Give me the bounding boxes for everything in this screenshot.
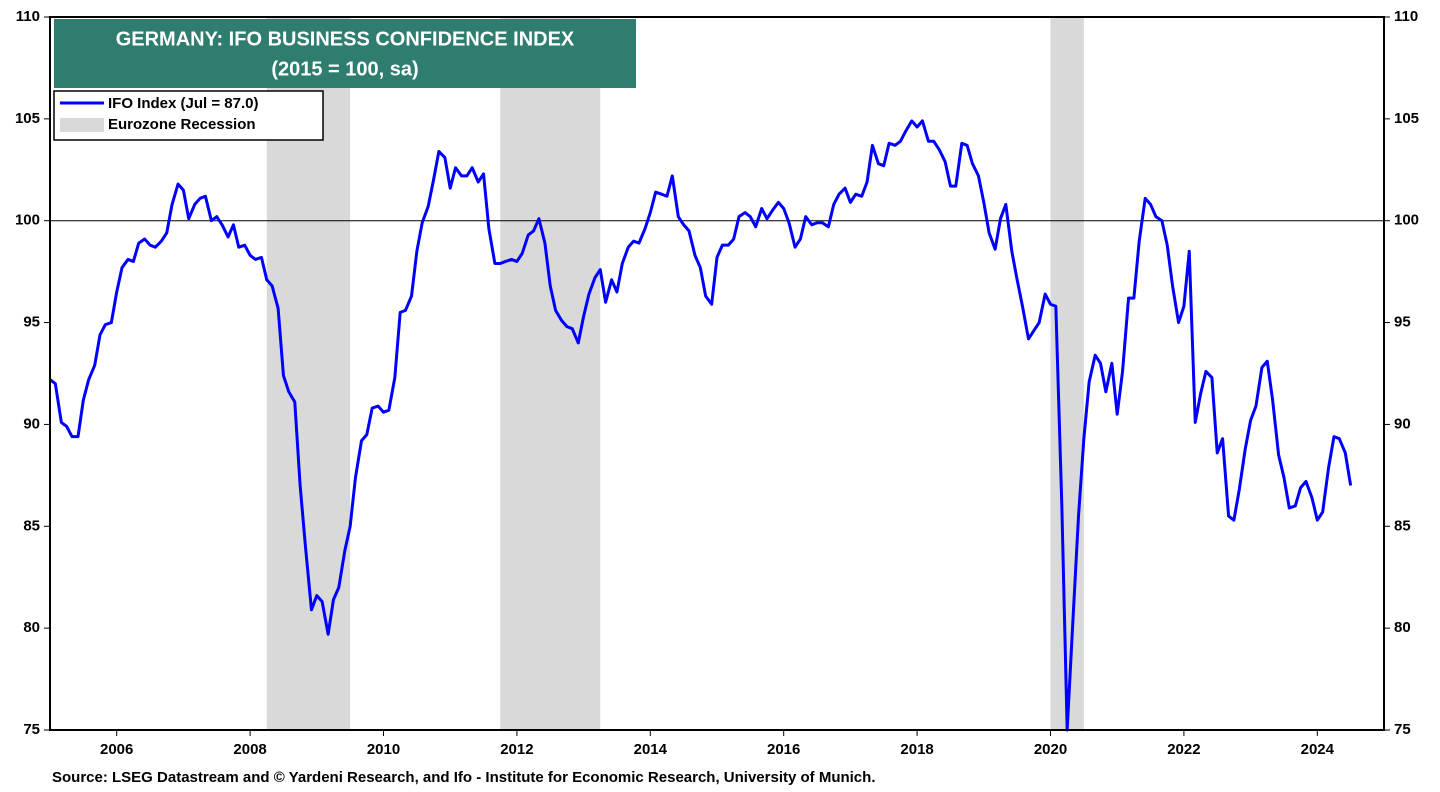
source-note: Source: LSEG Datastream and © Yardeni Re… — [52, 769, 875, 786]
y-tick-label: 80 — [1394, 619, 1411, 636]
legend-label: IFO Index (Jul = 87.0) — [108, 95, 258, 112]
y-tick-label: 80 — [23, 619, 40, 636]
y-tick-label: 95 — [23, 314, 40, 331]
y-tick-label: 90 — [23, 415, 40, 432]
y-tick-label: 100 — [15, 212, 40, 229]
x-tick-label: 2010 — [367, 741, 400, 758]
plot-frame — [49, 16, 1385, 731]
y-tick-label: 85 — [1394, 517, 1411, 534]
x-tick-label: 2014 — [634, 741, 668, 758]
chart-title: GERMANY: IFO BUSINESS CONFIDENCE INDEX — [116, 28, 575, 50]
x-tick-label: 2018 — [900, 741, 933, 758]
y-tick-label: 75 — [1394, 721, 1411, 738]
y-tick-label: 95 — [1394, 314, 1411, 331]
x-tick-label: 2022 — [1167, 741, 1200, 758]
axes: 75 75 80 80 85 85 90 90 95 95 100 100 105 105 110 110 20… — [15, 8, 1419, 758]
y-tick-label: 110 — [16, 8, 40, 25]
y-tick-label: 105 — [1394, 110, 1419, 127]
recession-band — [500, 17, 601, 730]
chart-subtitle: (2015 = 100, sa) — [271, 58, 418, 80]
y-tick-label: 85 — [23, 517, 40, 534]
x-tick-label: 2012 — [500, 741, 533, 758]
title-box — [54, 19, 636, 88]
y-tick-label: 90 — [1394, 415, 1411, 432]
series — [49, 119, 1353, 732]
recession-band — [1050, 17, 1084, 730]
legend-swatch — [60, 118, 104, 132]
x-tick-label: 2020 — [1034, 741, 1067, 758]
x-tick-label: 2006 — [100, 741, 133, 758]
y-tick-label: 75 — [23, 721, 40, 738]
x-tick-label: 2024 — [1301, 741, 1335, 758]
x-tick-label: 2016 — [767, 741, 800, 758]
data-line — [49, 119, 1353, 732]
x-tick-label: 2008 — [233, 741, 266, 758]
y-tick-label: 110 — [1394, 8, 1418, 25]
recession-bands — [266, 17, 1084, 730]
y-tick-label: 105 — [15, 110, 40, 127]
y-tick-label: 100 — [1394, 212, 1419, 229]
legend-label: Eurozone Recession — [108, 116, 256, 133]
